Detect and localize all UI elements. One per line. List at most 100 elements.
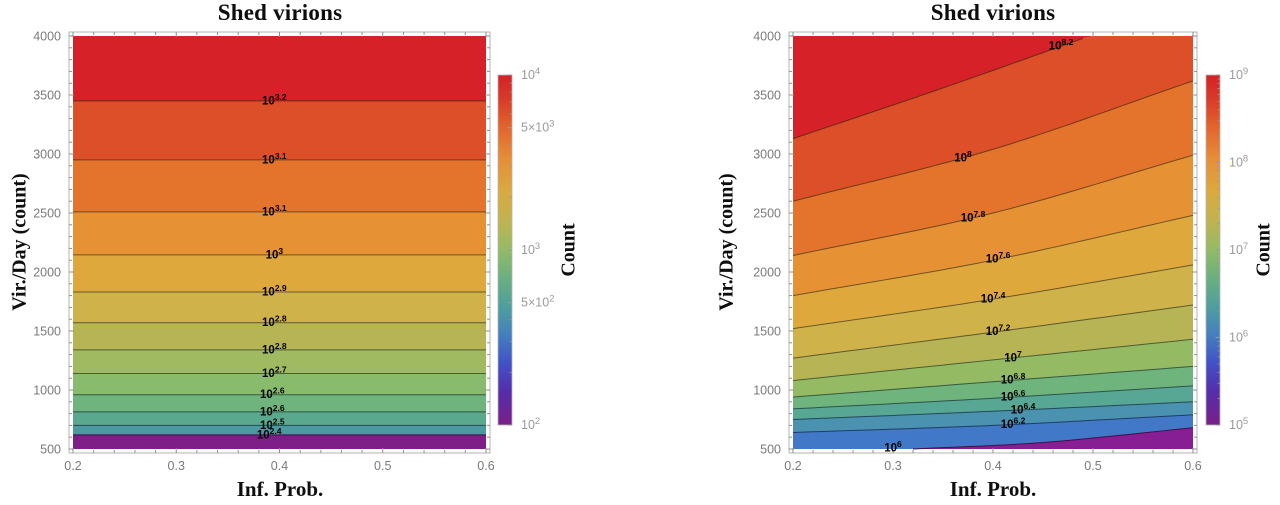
tick-labels: 0.2 0.3 0.4 0.5 0.6 500 1000 1500 2000 2500 3000 35… (33, 30, 495, 474)
contour-labels: 108.2108107.8107.6107.4107.2107106.8106.… (884, 37, 1073, 454)
contour-plot-right: 0.2 0.3 0.4 0.5 0.6 500 1000 1500 2000 2500 3000 35… (753, 30, 1248, 474)
contour-line (792, 304, 1194, 359)
band (73, 425, 486, 435)
band (793, 264, 1193, 359)
band (73, 349, 486, 374)
band (73, 159, 486, 212)
band (73, 292, 486, 323)
density-bands (73, 36, 486, 449)
contour-label: 106.8 (1001, 371, 1026, 387)
contour-label: 102.6 (260, 403, 285, 419)
colorbar-tick-label: 109 (1229, 66, 1248, 82)
contour-label: 102.8 (262, 314, 287, 330)
band (73, 211, 486, 255)
y-tick-label: 500 (40, 443, 61, 457)
y-axis-label-right: Vir./Day (count) (715, 173, 738, 311)
contour-label: 107.6 (986, 250, 1011, 266)
contour-label: 107.4 (981, 290, 1006, 306)
x-tick-label: 0.4 (271, 459, 288, 473)
contour-label: 102.7 (262, 364, 287, 380)
y-tick-label: 2500 (753, 207, 781, 221)
contour-line (792, 37, 1084, 140)
band (73, 36, 486, 101)
x-tick-label: 0.4 (984, 459, 1001, 473)
colorbar: 109 108 107 106 105 (1205, 66, 1248, 432)
x-tick-label: 0.2 (64, 459, 81, 473)
contour-line (792, 401, 1194, 420)
colorbar-tick-label: 5×103 (521, 119, 554, 135)
y-tick-label: 2000 (753, 266, 781, 280)
colorbar-tick-label: 5×102 (521, 294, 554, 310)
y-tick-label: 2500 (33, 207, 61, 221)
y-tick-label: 3000 (753, 148, 781, 162)
band (793, 80, 1193, 256)
x-tick-label: 0.3 (168, 459, 185, 473)
colorbar-tick-label: 102 (521, 416, 540, 432)
band (793, 414, 1193, 449)
x-tick-label: 0.6 (477, 459, 494, 473)
band (73, 254, 486, 293)
y-tick-label: 2000 (33, 266, 61, 280)
x-tick-label: 0.3 (884, 459, 901, 473)
colorbar-tick-label: 108 (1229, 154, 1248, 170)
contour-labels: 103.2 103.1 103.1 103 102.9 102.8 102.8 102.7 10… (257, 92, 287, 441)
contour-lines (792, 37, 1194, 450)
x-axis-label-right: Inf. Prob. (949, 477, 1037, 501)
x-tick-label: 0.5 (374, 459, 391, 473)
contour-label: 102.6 (260, 386, 285, 402)
contour-line (792, 414, 1194, 433)
band (73, 322, 486, 350)
plot-title-left: Shed virions (217, 0, 343, 25)
contour-label: 108 (954, 149, 972, 165)
contour-label: 107.2 (986, 323, 1011, 339)
contour-label: 103.1 (262, 203, 287, 219)
band (793, 339, 1193, 398)
band (793, 385, 1193, 420)
contour-label: 103.1 (262, 151, 287, 167)
contour-plot-left: 0.2 0.3 0.4 0.5 0.6 500 1000 1500 2000 2500 3000 35… (33, 30, 554, 474)
y-tick-label: 4000 (33, 30, 61, 44)
band (793, 155, 1193, 296)
colorbar-title-right: Count (1252, 223, 1275, 277)
contour-line (792, 338, 1194, 382)
band (793, 36, 1193, 202)
y-tick-label: 3500 (753, 89, 781, 103)
band (73, 434, 486, 449)
density-bands (793, 36, 1193, 449)
contour-line (792, 80, 1194, 202)
contour-line (792, 365, 1194, 398)
y-tick-label: 4000 (753, 30, 781, 44)
band (73, 394, 486, 412)
contour-label: 103.2 (262, 92, 287, 108)
contour-label: 108.2 (1049, 37, 1074, 53)
band (73, 411, 486, 426)
x-axis-label-left: Inf. Prob. (236, 477, 324, 501)
colorbar-tick-label: 104 (521, 66, 540, 82)
band (73, 373, 486, 395)
contour-line (792, 385, 1194, 410)
contour-line (912, 427, 1194, 450)
contour-label: 102.9 (262, 283, 287, 299)
contour-label: 106.4 (1011, 401, 1036, 417)
contour-lines (73, 100, 486, 436)
y-tick-label: 1500 (753, 325, 781, 339)
band (793, 215, 1193, 329)
colorbar-tick-label: 105 (1229, 416, 1248, 432)
contour-label: 107.8 (961, 209, 986, 225)
contour-label: 103 (266, 246, 284, 262)
colorbar-tick-label: 103 (521, 241, 540, 257)
colorbar-tick-label: 106 (1229, 329, 1248, 345)
y-tick-label: 500 (760, 443, 781, 457)
colorbar: 104 5×103 103 5×102 102 (497, 66, 554, 432)
contour-label: 106 (884, 439, 902, 455)
y-axis-label-left: Vir./Day (count) (8, 173, 31, 311)
band (793, 427, 1193, 449)
x-tick-label: 0.2 (784, 459, 801, 473)
plot-title-right: Shed virions (930, 0, 1056, 25)
band (73, 100, 486, 160)
contour-line (792, 214, 1194, 297)
contour-label: 102.5 (260, 416, 285, 432)
band (793, 366, 1193, 409)
